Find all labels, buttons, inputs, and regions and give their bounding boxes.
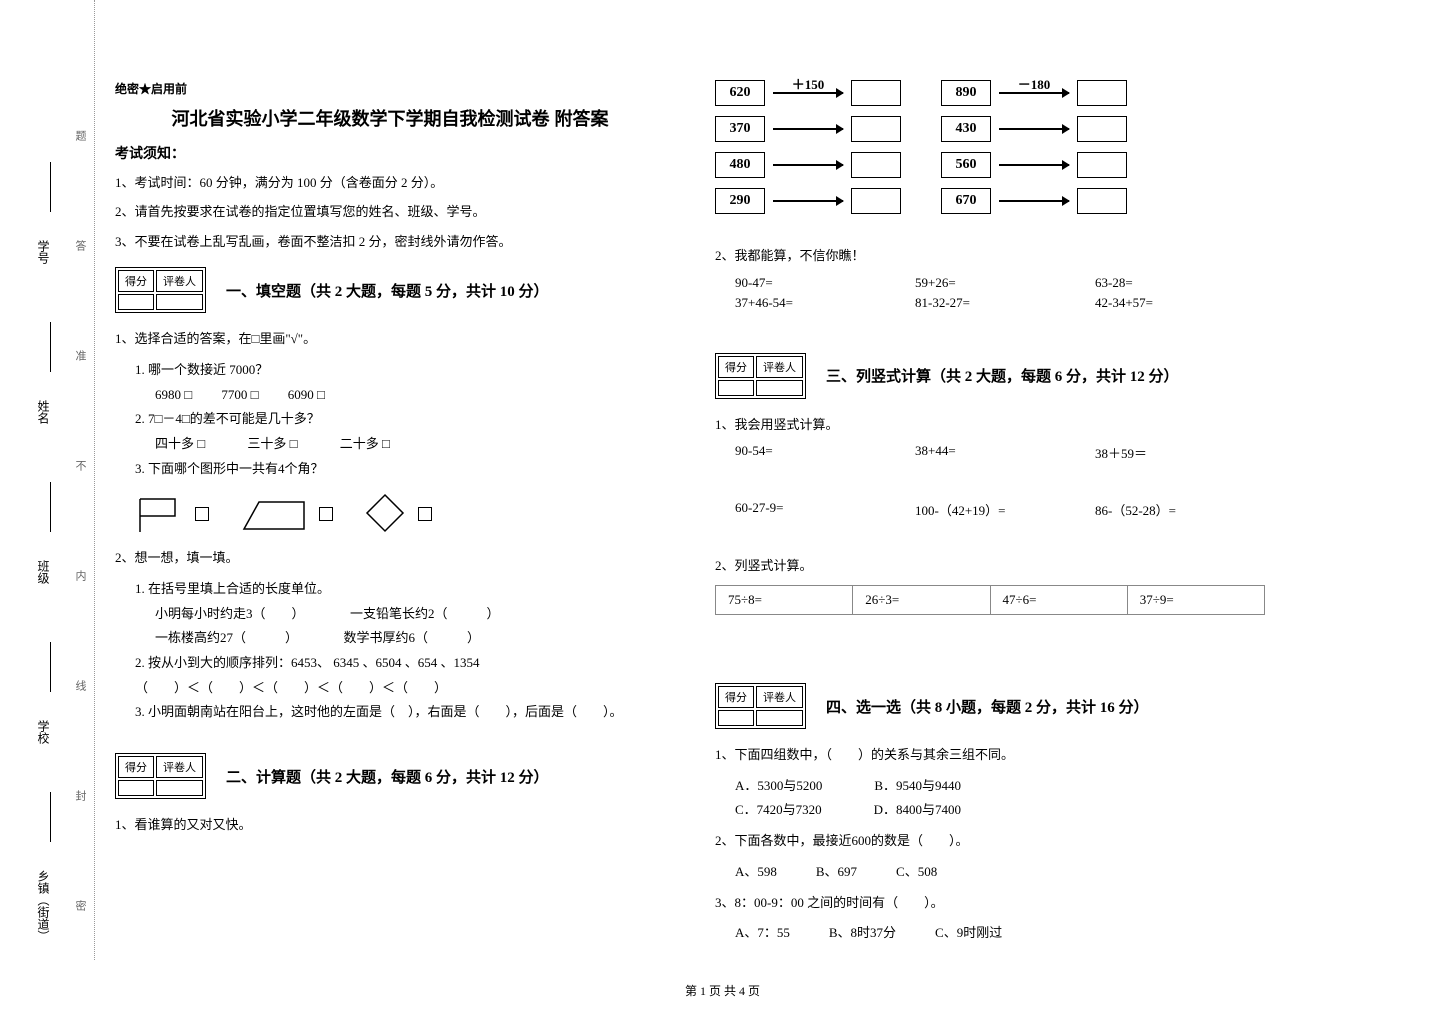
notice-3: 3、不要在试卷上乱写乱画，卷面不整洁扣 2 分，密封线外请勿作答。 — [115, 230, 665, 253]
s2-q2-r2-a: 37+46-54= — [735, 295, 865, 311]
s1-q1-2-opt-c: 二十多 □ — [340, 436, 390, 451]
s3-q1-r2-a: 60-27-9= — [735, 500, 865, 519]
confidential-tag: 绝密★启用前 — [115, 80, 665, 97]
s1-q2-stem: 2、想一想，填一填。 — [115, 546, 665, 571]
arrow-op-r0: －180 — [1018, 74, 1051, 93]
arrow-result-l0[interactable] — [851, 80, 901, 106]
left-column: 绝密★启用前 河北省实验小学二年级数学下学期自我检测试卷 附答案 考试须知： 1… — [115, 80, 665, 946]
notice-1: 1、考试时间：60 分钟，满分为 100 分（含卷面分 2 分）。 — [115, 171, 665, 194]
seal-char-3: 内 — [72, 570, 88, 589]
seal-char-1: 封 — [72, 790, 88, 809]
s1-q1-stem: 1、选择合适的答案，在□里画"√"。 — [115, 327, 665, 352]
s2-q2: 2、我都能算，不信你瞧！ — [715, 244, 1265, 269]
notice-2: 2、请首先按要求在试卷的指定位置填写您的姓名、班级、学号。 — [115, 200, 665, 223]
s3-q2: 2、列竖式计算。 — [715, 554, 1265, 579]
s1-q2-2: 2. 按从小到大的顺序排列：6453、 6345 、6504 、654 、135… — [135, 651, 665, 676]
s3-q1-r1-b: 38+44= — [915, 443, 1045, 462]
s2-q2-r1-b: 59+26= — [915, 275, 1045, 291]
s1-q1-2-opt-b: 三十多 □ — [247, 436, 297, 451]
vertical-calc-table: 75÷8= 26÷3= 47÷6= 37÷9= — [715, 585, 1265, 615]
right-column: 620 ＋150 370 480 290 890 －180 430 560 — [715, 80, 1265, 946]
seal-char-4: 不 — [72, 460, 88, 479]
arrow-result-r0[interactable] — [1077, 80, 1127, 106]
seal-char-0: 密 — [72, 900, 88, 919]
s1-q2-1: 1. 在括号里填上合适的长度单位。 — [135, 577, 665, 602]
s1-q1-1-opt-c: 6090 □ — [288, 387, 325, 402]
s3-q2-a: 75÷8= — [716, 586, 853, 615]
shape-flag-icon — [135, 494, 185, 534]
arrow-start-r0: 890 — [941, 80, 991, 106]
s2-q2-r2-b: 81-32-27= — [915, 295, 1045, 311]
score-label: 得分 — [118, 270, 154, 292]
s4-q3-opts: A、7：55 B、8时37分 C、9时刚过 — [735, 921, 1265, 946]
binding-label-township: 乡镇（街道） — [35, 870, 52, 942]
s2-q2-r2-c: 42-34+57= — [1095, 295, 1225, 311]
s2-q2-r1-a: 90-47= — [735, 275, 865, 291]
section-3-title: 三、列竖式计算（共 2 大题，每题 6 分，共计 12 分） — [826, 365, 1179, 386]
binding-label-school: 学校 — [35, 720, 52, 744]
s1-q1-1: 1. 哪一个数接近 7000？ — [135, 358, 665, 383]
score-box-2: 得分评卷人 — [115, 753, 206, 799]
s3-q1: 1、我会用竖式计算。 — [715, 413, 1265, 438]
s3-q2-d: 37÷9= — [1127, 586, 1264, 615]
shapes-row — [135, 491, 665, 536]
notice-header: 考试须知： — [115, 143, 665, 163]
s1-q1-1-opt-b: 7700 □ — [221, 387, 258, 402]
s4-q1-opts-2: C．7420与7320 D．8400与7400 — [735, 798, 1265, 823]
seal-char-5: 准 — [72, 350, 88, 369]
s3-q2-b: 26÷3= — [853, 586, 990, 615]
section-1-title: 一、填空题（共 2 大题，每题 5 分，共计 10 分） — [226, 280, 549, 301]
shape-1-checkbox[interactable] — [195, 507, 209, 521]
seal-char-7: 题 — [72, 130, 88, 149]
s3-q1-r2-b: 100-（42+19）= — [915, 500, 1045, 519]
s1-q2-2-blank: （ ）＜（ ）＜（ ）＜（ ）＜（ ） — [135, 676, 665, 701]
binding-label-id: 学号 — [35, 240, 52, 264]
s3-q1-r2-c: 86-（52-28）= — [1095, 500, 1225, 519]
s4-q1: 1、下面四组数中，（ ）的关系与其余三组不同。 — [715, 743, 1265, 768]
arrow-diagram: 620 ＋150 370 480 290 890 －180 430 560 — [715, 80, 1265, 224]
arrow-row-r0: 890 －180 — [941, 80, 1127, 106]
arrow-row-l0: 620 ＋150 — [715, 80, 901, 106]
s1-q1-2: 2. 7□－4□的差不可能是几十多？ — [135, 407, 665, 432]
s1-q1-3: 3. 下面哪个图形中一共有4个角？ — [135, 457, 665, 482]
s3-q1-r1-a: 90-54= — [735, 443, 865, 462]
seal-char-2: 线 — [72, 680, 88, 699]
s1-q1-2-opt-a: 四十多 □ — [155, 436, 205, 451]
s3-q1-r1-c: 38＋59＝ — [1095, 443, 1225, 462]
exam-title: 河北省实验小学二年级数学下学期自我检测试卷 附答案 — [115, 105, 665, 131]
main-content: 绝密★启用前 河北省实验小学二年级数学下学期自我检测试卷 附答案 考试须知： 1… — [115, 80, 1415, 946]
section-2-title: 二、计算题（共 2 大题，每题 6 分，共计 12 分） — [226, 766, 549, 787]
score-box-4: 得分评卷人 — [715, 683, 806, 729]
s4-q3: 3、8：00-9：00 之间的时间有（ ）。 — [715, 891, 1265, 916]
score-box-3: 得分评卷人 — [715, 353, 806, 399]
shape-diamond-icon — [363, 491, 408, 536]
shape-trapezoid-icon — [239, 494, 309, 534]
s4-q2-opts: A、598 B、697 C、508 — [735, 860, 1265, 885]
grader-label: 评卷人 — [156, 270, 203, 292]
seal-char-6: 答 — [72, 240, 88, 259]
s1-q2-1-line1: 小明每小时约走3（ ） 一支铅笔长约2（ ） — [155, 602, 665, 627]
arrow-icon: ＋150 — [773, 92, 843, 94]
s4-q1-opts-1: A．5300与5200 B．9540与9440 — [735, 774, 1265, 799]
arrow-start-l0: 620 — [715, 80, 765, 106]
binding-margin: 乡镇（街道） 学校 班级 姓名 学号 密 封 线 内 不 准 答 题 — [0, 0, 95, 960]
page-footer: 第 1 页 共 4 页 — [0, 982, 1445, 999]
shape-3-checkbox[interactable] — [418, 507, 432, 521]
arrow-op-l0: ＋150 — [792, 74, 825, 93]
shape-2-checkbox[interactable] — [319, 507, 333, 521]
s1-q1-1-opt-a: 6980 □ — [155, 387, 192, 402]
binding-label-class: 班级 — [35, 560, 52, 584]
s4-q2: 2、下面各数中，最接近600的数是（ ）。 — [715, 829, 1265, 854]
s2-q2-r1-c: 63-28= — [1095, 275, 1225, 291]
section-4-title: 四、选一选（共 8 小题，每题 2 分，共计 16 分） — [826, 696, 1149, 717]
arrow-icon: －180 — [999, 92, 1069, 94]
s3-q2-c: 47÷6= — [990, 586, 1127, 615]
binding-label-name: 姓名 — [35, 400, 52, 424]
s2-q1: 1、看谁算的又对又快。 — [115, 813, 665, 838]
s1-q2-3: 3. 小明面朝南站在阳台上，这时他的左面是（ ），右面是（ ），后面是（ ）。 — [135, 700, 665, 725]
score-box-1: 得分评卷人 — [115, 267, 206, 313]
s1-q2-1-line2: 一栋楼高约27（ ） 数学书厚约6（ ） — [155, 626, 665, 651]
